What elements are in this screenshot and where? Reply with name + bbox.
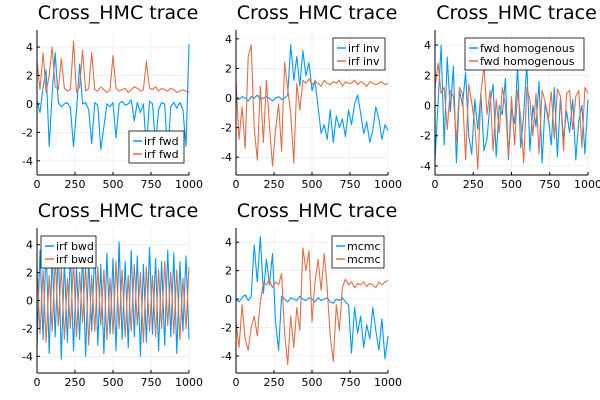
x-tick-label: 0: [34, 376, 41, 389]
chart-title: Cross_HMC trace: [38, 2, 199, 24]
x-tick-label: 250: [463, 178, 484, 191]
subplot-2: Cross_HMC trace 0 250 500 750 1000 -4 -2 0 2 4 irf …: [221, 2, 402, 191]
series-line-2: [235, 44, 389, 167]
legend-label: irf inv: [348, 55, 380, 68]
y-tick-label: -2: [221, 122, 232, 135]
y-tick-label: 4: [26, 41, 33, 54]
y-tick-label: -2: [420, 130, 431, 143]
x-tick-label: 500: [302, 376, 323, 389]
subplot-4: Cross_HMC trace 0 250 500 750 1000 -4 -2 0 2 4 irf …: [22, 200, 203, 389]
x-tick-label: 1000: [374, 178, 402, 191]
x-tick-label: 0: [233, 376, 240, 389]
y-tick-label: -2: [221, 322, 232, 335]
y-tick-label: 2: [26, 69, 33, 82]
series-line-2: [36, 258, 190, 346]
legend-box: [464, 37, 585, 71]
series-line-2: [434, 62, 589, 170]
x-tick-label: 250: [264, 376, 285, 389]
y-tick-label: 0: [424, 100, 431, 113]
y-tick-label: -4: [22, 155, 33, 168]
chart-title: Cross_HMC trace: [436, 2, 597, 24]
y-tick-label: 4: [26, 239, 33, 252]
y-tick-label: 4: [225, 236, 232, 249]
x-tick-label: 1000: [574, 178, 600, 191]
y-tick-label: 4: [424, 39, 431, 52]
x-tick-label: 250: [264, 178, 285, 191]
legend-box: [40, 235, 97, 269]
x-tick-label: 250: [65, 178, 86, 191]
legend-label: irf inv: [348, 42, 380, 55]
y-tick-label: -2: [22, 126, 33, 139]
legend-label: irf fwd: [144, 135, 179, 148]
x-tick-label: 1000: [175, 178, 203, 191]
legend-label: mcmc: [347, 240, 381, 253]
x-tick-label: 1000: [175, 376, 203, 389]
legend-label: irf fwd: [144, 148, 179, 161]
x-tick-label: 0: [34, 178, 41, 191]
subplot-1: Cross_HMC trace 0 250 500 750 1000 -4 -2 0 2 4 irf …: [22, 2, 203, 191]
x-tick-label: 500: [501, 178, 522, 191]
y-tick-label: 0: [26, 98, 33, 111]
x-tick-label: 250: [65, 376, 86, 389]
legend-label: fwd homogenous: [480, 42, 575, 55]
y-tick-label: 0: [225, 293, 232, 306]
subplot-5: Cross_HMC trace 0 250 500 750 1000 -4 -2 0 2 4 mcmc…: [221, 200, 402, 389]
x-tick-label: 1000: [374, 376, 402, 389]
legend-box: [332, 37, 386, 71]
chart-title: Cross_HMC trace: [38, 200, 199, 222]
y-tick-label: -4: [221, 350, 232, 363]
legend-box: [128, 130, 185, 164]
x-tick-label: 750: [340, 376, 361, 389]
subplot-3: Cross_HMC trace 0 250 500 750 1000 -4 -2 0 2 4 fwd …: [420, 2, 600, 191]
x-tick-label: 500: [103, 376, 124, 389]
chart-title: Cross_HMC trace: [237, 200, 398, 222]
y-tick-label: 0: [225, 92, 232, 105]
x-tick-label: 0: [432, 178, 439, 191]
y-tick-label: 2: [26, 267, 33, 280]
y-tick-label: 2: [225, 62, 232, 75]
legend-box: [331, 235, 385, 269]
legend-label: fwd homogenous: [480, 55, 575, 68]
x-tick-label: 0: [233, 178, 240, 191]
series-line-1: [36, 44, 190, 156]
y-tick-label: -2: [22, 322, 33, 335]
legend-label: mcmc: [347, 253, 381, 266]
y-tick-label: -4: [420, 160, 431, 173]
y-tick-label: -4: [22, 350, 33, 363]
x-tick-label: 750: [141, 178, 162, 191]
x-tick-label: 750: [539, 178, 560, 191]
series-line-2: [235, 247, 389, 366]
series-line-2: [36, 40, 190, 94]
y-tick-label: 0: [26, 295, 33, 308]
series-line-1: [235, 235, 389, 360]
legend-label: irf bwd: [56, 240, 94, 253]
x-tick-label: 750: [141, 376, 162, 389]
x-tick-label: 500: [103, 178, 124, 191]
y-tick-label: -4: [221, 151, 232, 164]
chart-title: Cross_HMC trace: [237, 2, 398, 24]
x-tick-label: 750: [340, 178, 361, 191]
x-tick-label: 500: [302, 178, 323, 191]
legend-label: irf bwd: [56, 253, 94, 266]
y-tick-label: 4: [225, 33, 232, 46]
y-tick-label: 2: [225, 265, 232, 278]
series-line-1: [36, 241, 190, 360]
y-tick-label: 2: [424, 69, 431, 82]
